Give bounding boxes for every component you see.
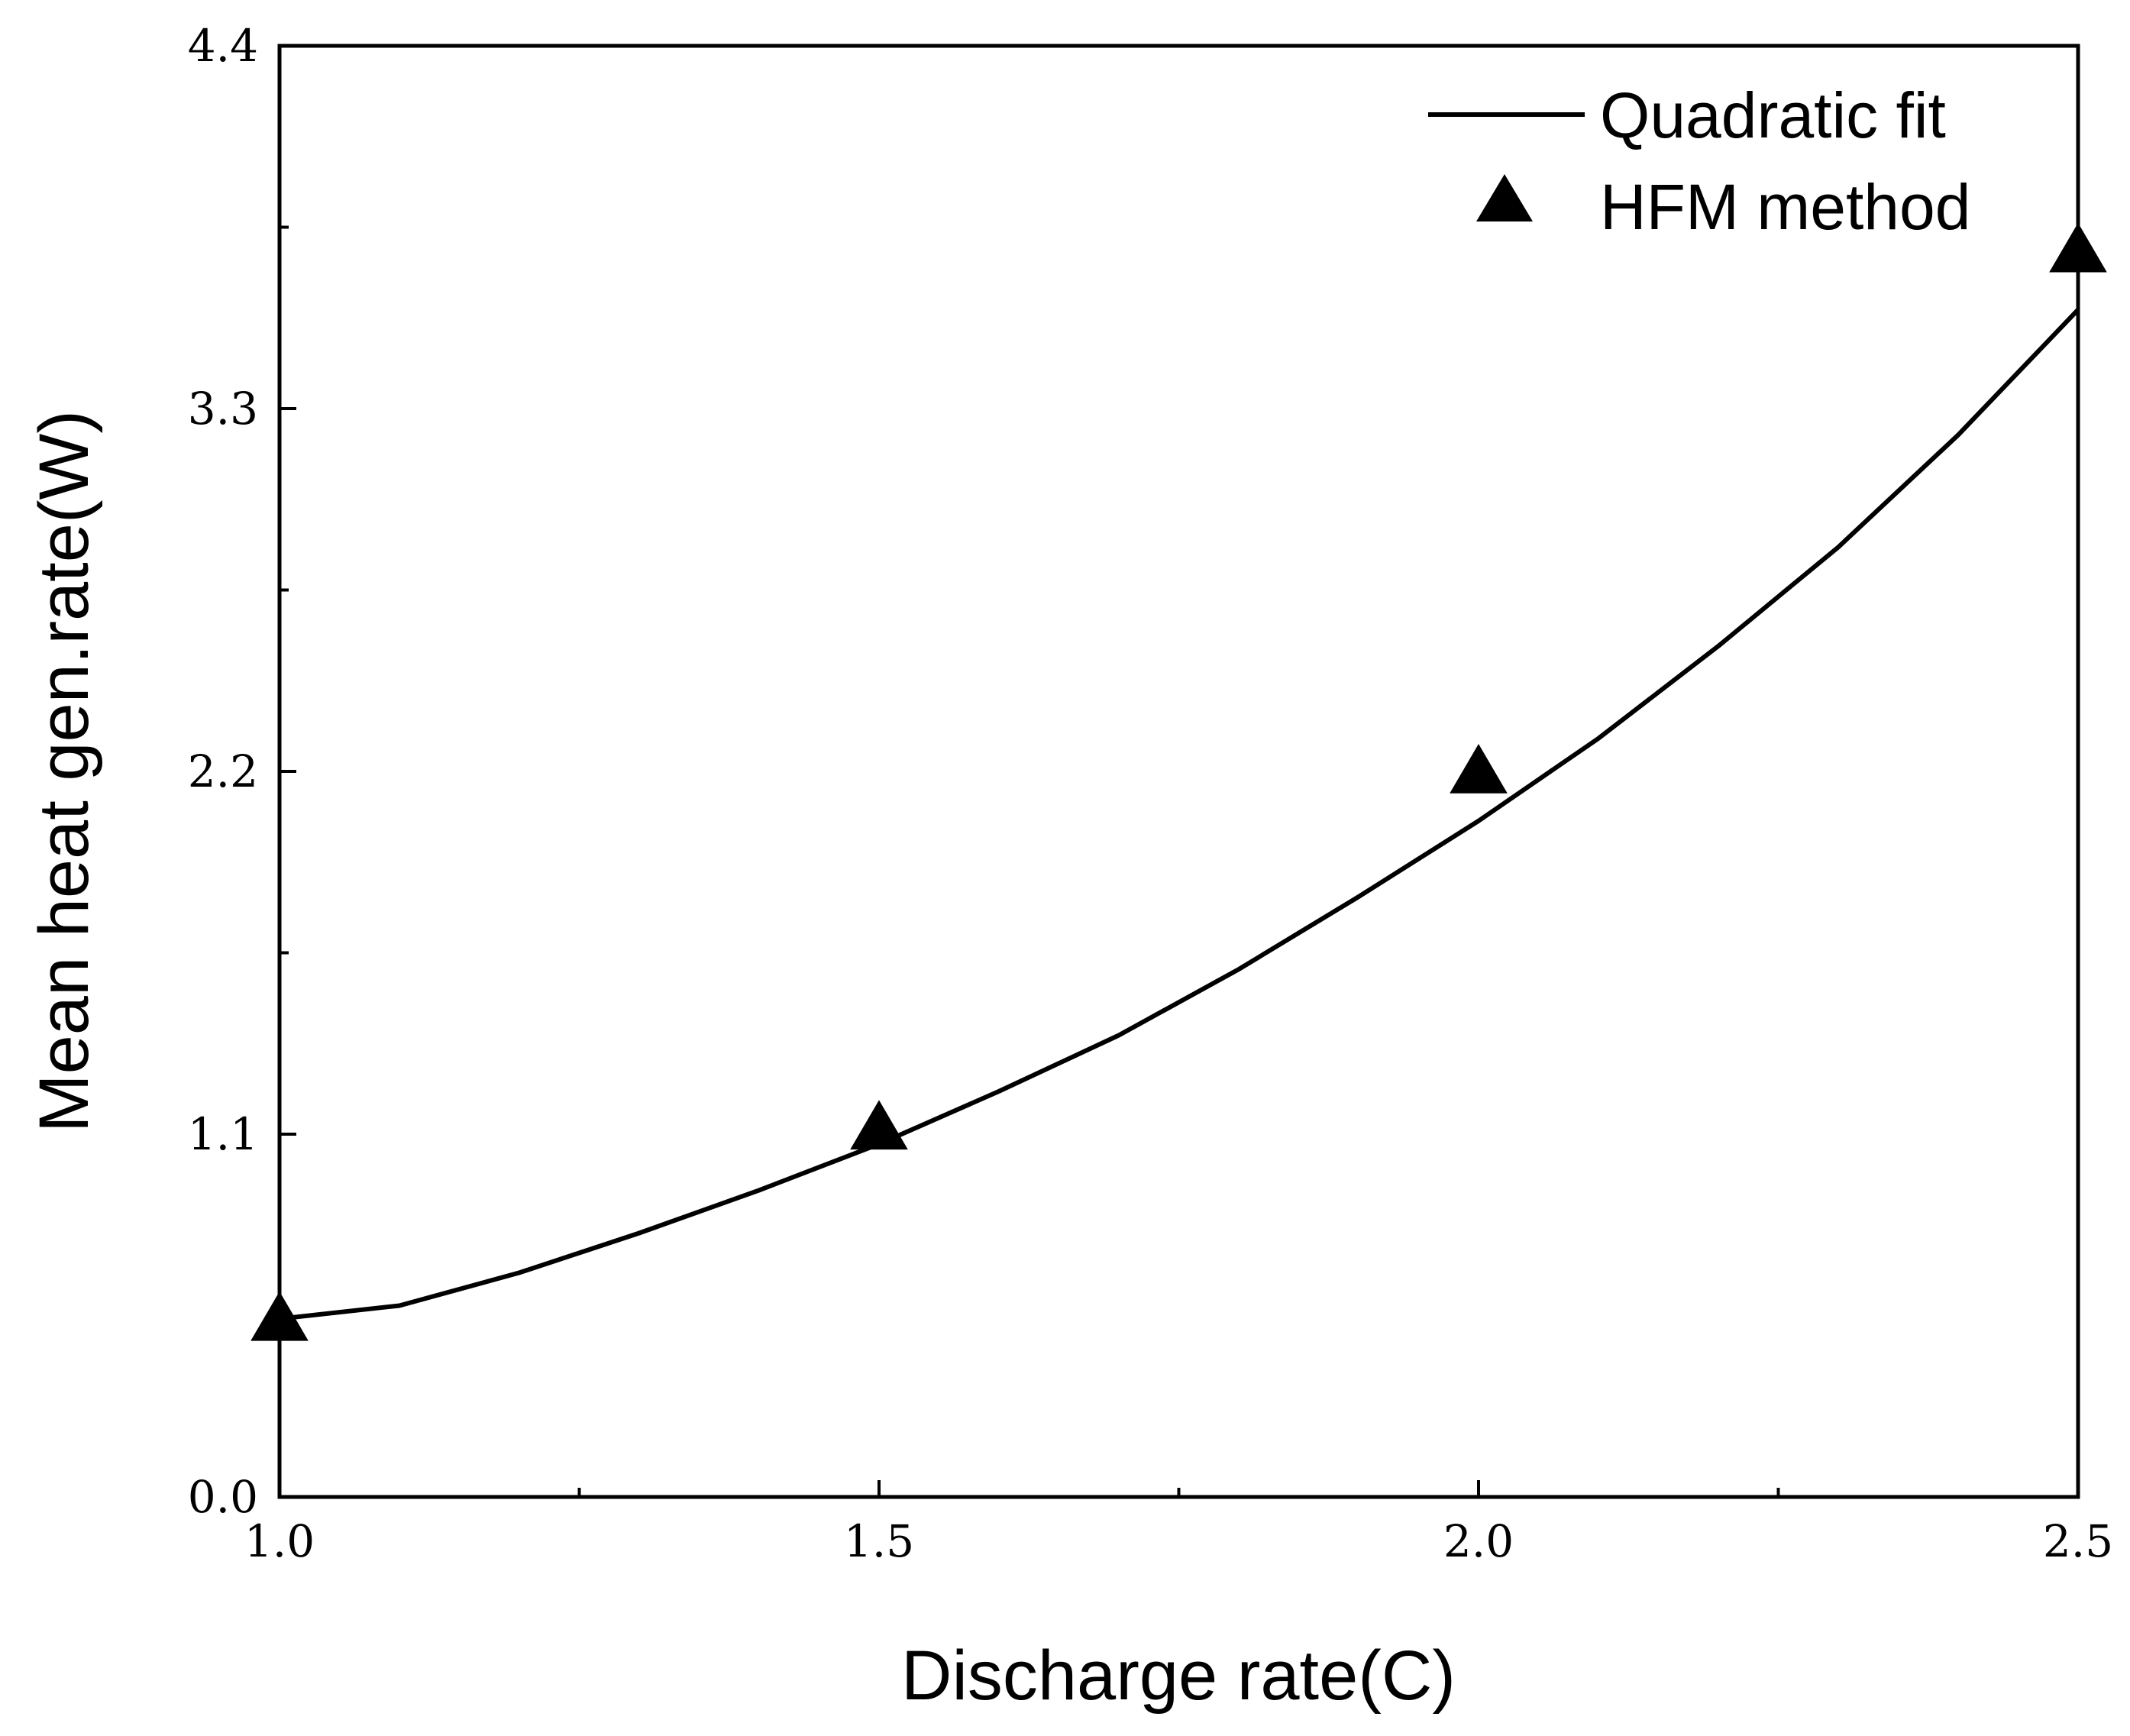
- y-tick-label: 2.2: [188, 745, 258, 797]
- y-tick-label: 1.1: [188, 1108, 258, 1160]
- x-tick-label: 1.5: [844, 1515, 914, 1567]
- y-axis-title: Mean heat gen.rate(W): [25, 410, 103, 1133]
- hfm-method-point: [250, 1291, 309, 1341]
- x-axis-title: Discharge rate(C): [901, 1637, 1456, 1715]
- legend: Quadratic fit HFM method: [1428, 79, 1970, 243]
- legend-label-quadratic-fit: Quadratic fit: [1600, 79, 1946, 151]
- quadratic-fit-line: [279, 308, 2080, 1321]
- y-tick-label: 4.4: [188, 20, 258, 72]
- x-tick-label: 2.5: [2043, 1515, 2113, 1567]
- x-tick-label: 2.0: [1443, 1515, 1514, 1567]
- hfm-method-point: [2049, 222, 2107, 273]
- y-tick-label: 0.0: [188, 1471, 258, 1523]
- hfm-method-point: [850, 1100, 908, 1150]
- plot-area: [277, 44, 2080, 1499]
- y-tick-label: 3.3: [188, 383, 258, 435]
- legend-label-hfm-method: HFM method: [1600, 171, 1970, 243]
- hfm-method-point: [1450, 744, 1508, 794]
- x-tick-label: 1.0: [244, 1515, 315, 1567]
- legend-triangle-icon: [1476, 174, 1533, 221]
